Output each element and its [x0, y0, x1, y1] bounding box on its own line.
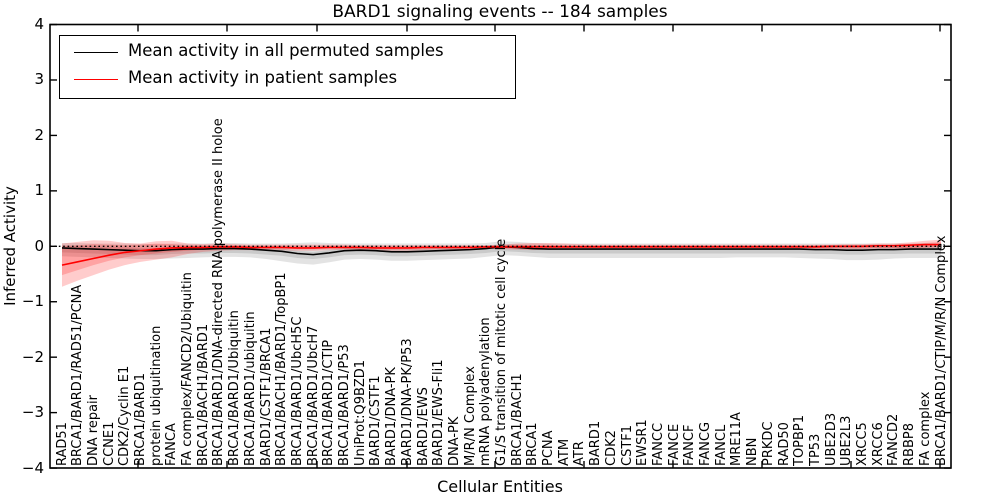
x-category-label: BRCA1/BARD1/DNA-directed RNA polymerase … — [211, 118, 227, 466]
x-category-label: FA complex/FANCD2/Ubiquitin — [180, 272, 196, 466]
x-category-label: RAD50 — [776, 422, 792, 466]
x-category-label: DNA-PK — [446, 416, 462, 466]
x-category-label: BRCA1/BACH1 — [509, 373, 525, 466]
x-category-label: FANCC — [650, 422, 666, 466]
x-category-label: RBBP8 — [902, 423, 918, 466]
red-line-swatch — [74, 79, 118, 80]
x-category-label: XRCC6 — [870, 422, 886, 466]
y-tick-label: −2 — [21, 347, 44, 366]
x-category-label: G1/S transition of mitotic cell cycle — [494, 238, 509, 466]
x-category-label: PCNA — [541, 430, 557, 466]
x-category-label: mRNA polyadenylation — [478, 317, 494, 466]
x-category-label: BRCA1/BARD1/RAD51/PCNA — [70, 284, 86, 466]
x-category-label: BRCA1/BARD1/UbcH7 — [305, 325, 321, 466]
x-category-label: BRCA1/BARD1/ubiquitin — [242, 311, 258, 466]
x-category-label: BRCA1/BARD1/UbcH5C — [289, 316, 305, 466]
x-category-label: CSTF1 — [619, 424, 635, 466]
x-category-label: CCNE1 — [101, 421, 117, 466]
y-tick-label: 1 — [34, 181, 44, 200]
confidence-band-inner — [62, 244, 941, 260]
x-category-label: BARD1/EWS-Fli1 — [431, 359, 447, 467]
x-category-label: BRCA1/BARD1 — [132, 372, 148, 466]
x-category-label: BRCA1/BACH1/BARD1 — [195, 323, 211, 466]
x-category-label: ATR — [572, 441, 588, 466]
y-tick-label: 4 — [34, 15, 44, 34]
black-line-swatch — [74, 52, 118, 53]
y-tick-label: 2 — [34, 125, 44, 144]
x-category-label: UniProt:Q9BZD1 — [352, 359, 368, 466]
x-category-label: BRCA1/BARD1/CTIP — [321, 339, 337, 466]
x-category-label: TOPBP1 — [792, 414, 808, 466]
x-category-label: CDK2 — [603, 430, 619, 466]
x-category-label: protein ubiquitination — [148, 325, 164, 466]
y-tick-label: −1 — [21, 292, 44, 311]
x-category-label: M/R/N Complex — [462, 366, 478, 466]
x-category-label: TP53 — [807, 433, 823, 466]
legend-box: Mean activity in all permuted samples Me… — [59, 35, 516, 99]
confidence-band-outer — [62, 239, 941, 287]
chart-title: BARD1 signaling events -- 184 samples — [332, 2, 668, 22]
x-category-label: UBE2D3 — [823, 412, 839, 466]
x-category-label: BARD1 — [588, 420, 604, 466]
y-tick-label: −4 — [21, 458, 44, 477]
x-category-label: BARD1/DNA-PK/P53 — [399, 338, 415, 466]
x-category-label: FANCG — [698, 421, 714, 466]
x-category-label: DNA repair — [85, 395, 101, 466]
x-category-label: BRCA1/BARD1/P53 — [337, 344, 353, 466]
x-category-label: FANCE — [666, 423, 682, 466]
legend-label-patient: Mean activity in patient samples — [128, 68, 398, 87]
x-category-label: FANCA — [164, 423, 180, 466]
x-category-label: NBN — [745, 437, 761, 466]
x-category-label: PRKDC — [760, 421, 776, 466]
x-category-label: BRCA1/BARD1/CTIP/M/R/N Complex — [933, 235, 949, 466]
y-tick-label: 3 — [34, 70, 44, 89]
y-tick-label: 0 — [34, 236, 44, 255]
x-category-label: BARD1/EWS — [415, 387, 431, 466]
x-category-label: ATM — [556, 438, 572, 466]
x-category-label: FANCL — [713, 424, 729, 466]
confidence-band-inner — [62, 241, 941, 276]
x-category-label: RAD51 — [54, 422, 70, 466]
x-category-label: XRCC5 — [855, 422, 871, 466]
x-category-label: UBE2L3 — [839, 415, 855, 466]
legend-label-permuted: Mean activity in all permuted samples — [128, 41, 444, 60]
x-category-label: MRE11A — [729, 412, 745, 466]
x-category-label: FA complex — [917, 391, 933, 466]
x-axis-label: Cellular Entities — [437, 477, 563, 496]
x-category-label: FANCD2 — [886, 413, 902, 466]
x-category-label: BARD1/CSTF1 — [368, 375, 384, 466]
x-category-label: BRCA1/BARD1/Ubiquitin — [227, 310, 243, 466]
x-category-label: BARD1/DNA-PK — [384, 367, 400, 466]
x-category-label: CDK2/Cyclin E1 — [117, 365, 133, 466]
y-tick-label: −3 — [21, 403, 44, 422]
x-category-label: BARD1/CSTF1/BRCA1 — [258, 327, 274, 466]
legend-entry-permuted: Mean activity in all permuted samples — [60, 40, 515, 66]
legend-entry-patient: Mean activity in patient samples — [60, 67, 515, 93]
x-category-label: FANCF — [682, 424, 698, 466]
x-category-label: BRCA1/BACH1/BARD1/TopBP1 — [274, 272, 290, 466]
x-category-label: BRCA1 — [525, 422, 541, 466]
x-category-label: EWSR1 — [635, 419, 651, 466]
